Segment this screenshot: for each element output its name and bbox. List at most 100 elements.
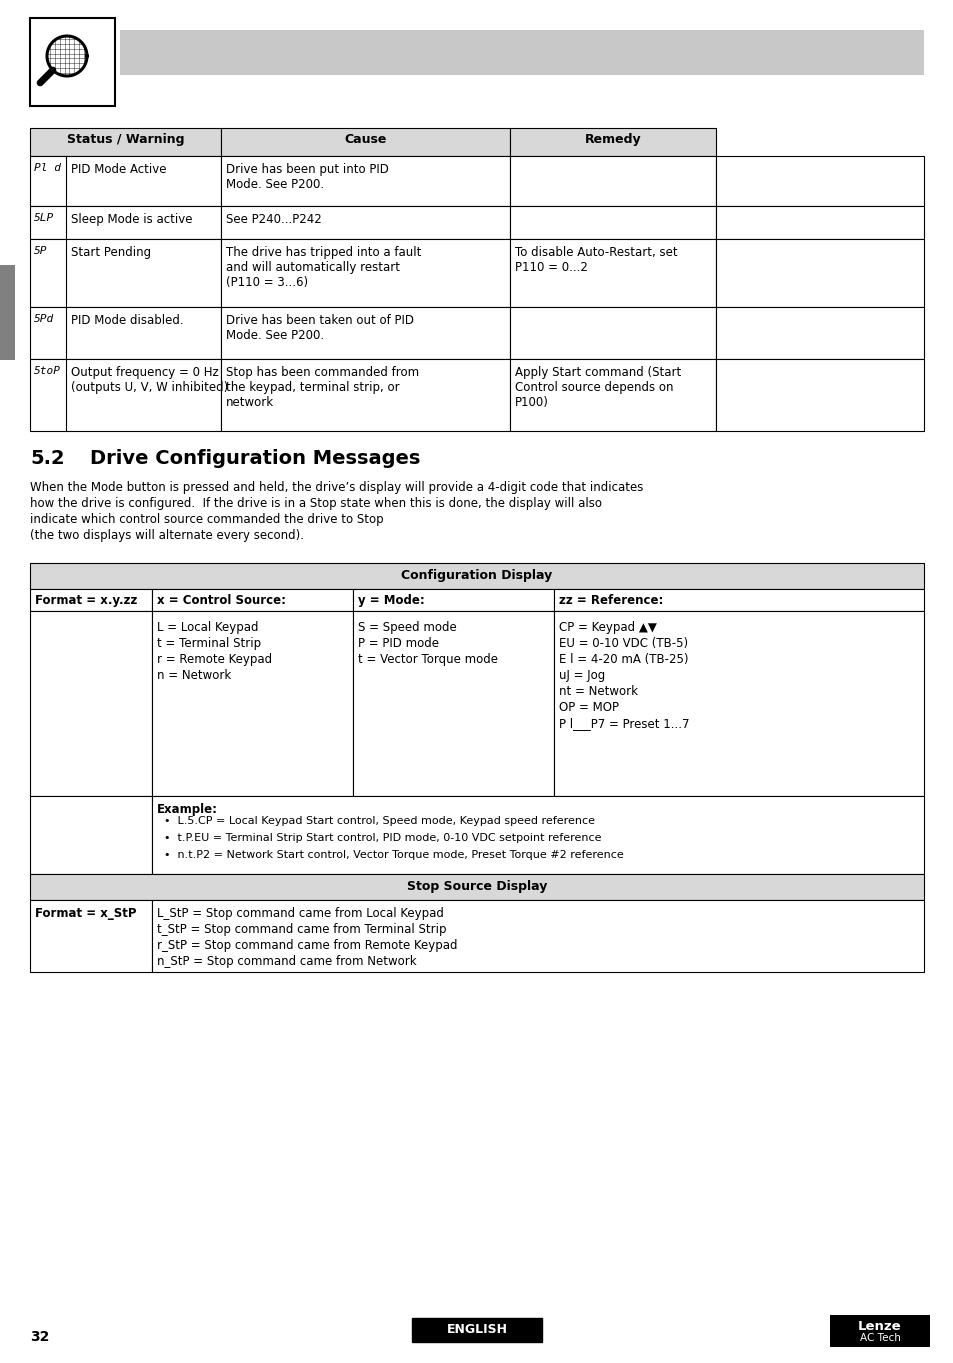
Text: Format = x.y.zz: Format = x.y.zz (35, 594, 137, 607)
Text: To disable Auto-Restart, set
P110 = 0...2: To disable Auto-Restart, set P110 = 0...… (515, 245, 677, 274)
Text: nt = Network: nt = Network (558, 686, 638, 698)
Text: L = Local Keypad: L = Local Keypad (157, 622, 258, 634)
Bar (510, 155, 716, 206)
Bar (716, 307, 923, 358)
Text: When the Mode button is pressed and held, the drive’s display will provide a 4-d: When the Mode button is pressed and held… (30, 481, 642, 493)
Text: •  L.5.CP = Local Keypad Start control, Speed mode, Keypad speed reference: • L.5.CP = Local Keypad Start control, S… (164, 816, 595, 826)
Text: Drive has been taken out of PID
Mode. See P200.: Drive has been taken out of PID Mode. Se… (226, 313, 414, 342)
Text: P l___P7 = Preset 1...7: P l___P7 = Preset 1...7 (558, 717, 689, 731)
Bar (554, 611, 923, 796)
Text: OP = MOP: OP = MOP (558, 701, 618, 714)
Text: zz = Reference:: zz = Reference: (558, 594, 662, 607)
Bar (716, 155, 923, 206)
Text: S = Speed mode: S = Speed mode (357, 622, 456, 634)
Text: 5.2: 5.2 (30, 448, 65, 468)
Text: See P240...P242: See P240...P242 (226, 213, 321, 226)
Text: Cause: Cause (344, 134, 386, 146)
Text: r_StP = Stop command came from Remote Keypad: r_StP = Stop command came from Remote Ke… (157, 939, 457, 951)
Bar (221, 307, 510, 358)
Bar (510, 358, 716, 431)
Bar (716, 239, 923, 307)
Text: Remedy: Remedy (584, 134, 640, 146)
Bar (152, 900, 923, 972)
Bar (716, 206, 923, 239)
Bar (30, 239, 221, 307)
Text: r = Remote Keypad: r = Remote Keypad (157, 653, 272, 667)
Bar (30, 563, 923, 589)
Text: Stop Source Display: Stop Source Display (406, 880, 547, 893)
Bar (120, 30, 923, 75)
Bar (221, 239, 510, 307)
Text: Drive has been put into PID
Mode. See P200.: Drive has been put into PID Mode. See P2… (226, 164, 389, 191)
Bar (353, 589, 554, 611)
Bar (412, 1318, 541, 1343)
Text: how the drive is configured.  If the drive is in a Stop state when this is done,: how the drive is configured. If the driv… (30, 497, 601, 510)
Bar (30, 358, 221, 431)
Text: 5Pd: 5Pd (34, 313, 54, 324)
Bar (716, 358, 923, 431)
Text: Output frequency = 0 Hz
(outputs U, V, W inhibited): Output frequency = 0 Hz (outputs U, V, W… (71, 367, 228, 394)
Bar (30, 589, 152, 611)
Text: E l = 4-20 mA (TB-25): E l = 4-20 mA (TB-25) (558, 653, 688, 667)
Text: y = Mode:: y = Mode: (357, 594, 424, 607)
Bar (30, 307, 221, 358)
Text: 32: 32 (30, 1330, 50, 1344)
Text: 5P: 5P (34, 245, 48, 256)
Bar (152, 589, 353, 611)
Text: P = PID mode: P = PID mode (357, 637, 438, 650)
Text: PID Mode disabled.: PID Mode disabled. (71, 313, 183, 327)
Bar (510, 307, 716, 358)
Text: t = Vector Torque mode: t = Vector Torque mode (357, 653, 497, 667)
Bar (353, 611, 554, 796)
Text: t = Terminal Strip: t = Terminal Strip (157, 637, 261, 650)
Bar (829, 1315, 929, 1347)
Text: (the two displays will alternate every second).: (the two displays will alternate every s… (30, 529, 304, 542)
Text: CP = Keypad ▲▼: CP = Keypad ▲▼ (558, 622, 657, 634)
Text: n = Network: n = Network (157, 669, 231, 682)
Text: Lenze: Lenze (858, 1319, 901, 1333)
Text: Configuration Display: Configuration Display (401, 568, 552, 582)
Bar (510, 206, 716, 239)
Bar (221, 358, 510, 431)
Polygon shape (47, 35, 87, 76)
Bar (30, 155, 221, 206)
Bar (221, 155, 510, 206)
Bar (30, 900, 152, 972)
Text: uJ = Jog: uJ = Jog (558, 669, 604, 682)
Text: Status / Warning: Status / Warning (67, 134, 184, 146)
Bar (30, 206, 221, 239)
Text: Drive Configuration Messages: Drive Configuration Messages (90, 448, 420, 468)
Text: ENGLISH: ENGLISH (446, 1323, 507, 1336)
Text: Sleep Mode is active: Sleep Mode is active (71, 213, 193, 226)
Bar (152, 611, 353, 796)
Text: x = Control Source:: x = Control Source: (157, 594, 286, 607)
Bar (0, 264, 15, 360)
Text: Stop has been commanded from
the keypad, terminal strip, or
network: Stop has been commanded from the keypad,… (226, 367, 418, 409)
Bar (221, 206, 510, 239)
Bar (554, 589, 923, 611)
Text: indicate which control source commanded the drive to Stop: indicate which control source commanded … (30, 512, 383, 526)
Text: 5LP: 5LP (34, 213, 54, 224)
Bar (30, 611, 152, 796)
Bar (152, 796, 923, 874)
Text: The drive has tripped into a fault
and will automatically restart
(P110 = 3...6): The drive has tripped into a fault and w… (226, 245, 421, 289)
Text: Format = x_StP: Format = x_StP (35, 906, 136, 920)
Bar (30, 128, 221, 155)
Text: Start Pending: Start Pending (71, 245, 151, 259)
Text: PID Mode Active: PID Mode Active (71, 164, 167, 176)
Text: L_StP = Stop command came from Local Keypad: L_StP = Stop command came from Local Key… (157, 906, 443, 920)
Text: Example:: Example: (157, 803, 218, 816)
Text: Pl d: Pl d (34, 164, 61, 173)
Bar (30, 796, 152, 874)
Bar (510, 128, 716, 155)
Text: t_StP = Stop command came from Terminal Strip: t_StP = Stop command came from Terminal … (157, 923, 446, 936)
Text: Apply Start command (Start
Control source depends on
P100): Apply Start command (Start Control sourc… (515, 367, 680, 409)
Text: n_StP = Stop command came from Network: n_StP = Stop command came from Network (157, 955, 416, 968)
Bar (221, 128, 510, 155)
Text: •  t.P.EU = Terminal Strip Start control, PID mode, 0-10 VDC setpoint reference: • t.P.EU = Terminal Strip Start control,… (164, 833, 601, 842)
Text: •  n.t.P2 = Network Start control, Vector Torque mode, Preset Torque #2 referenc: • n.t.P2 = Network Start control, Vector… (164, 851, 623, 860)
Text: EU = 0-10 VDC (TB-5): EU = 0-10 VDC (TB-5) (558, 637, 687, 650)
Bar (30, 874, 923, 900)
Text: AC Tech: AC Tech (859, 1333, 900, 1343)
Text: 5toP: 5toP (34, 367, 61, 376)
